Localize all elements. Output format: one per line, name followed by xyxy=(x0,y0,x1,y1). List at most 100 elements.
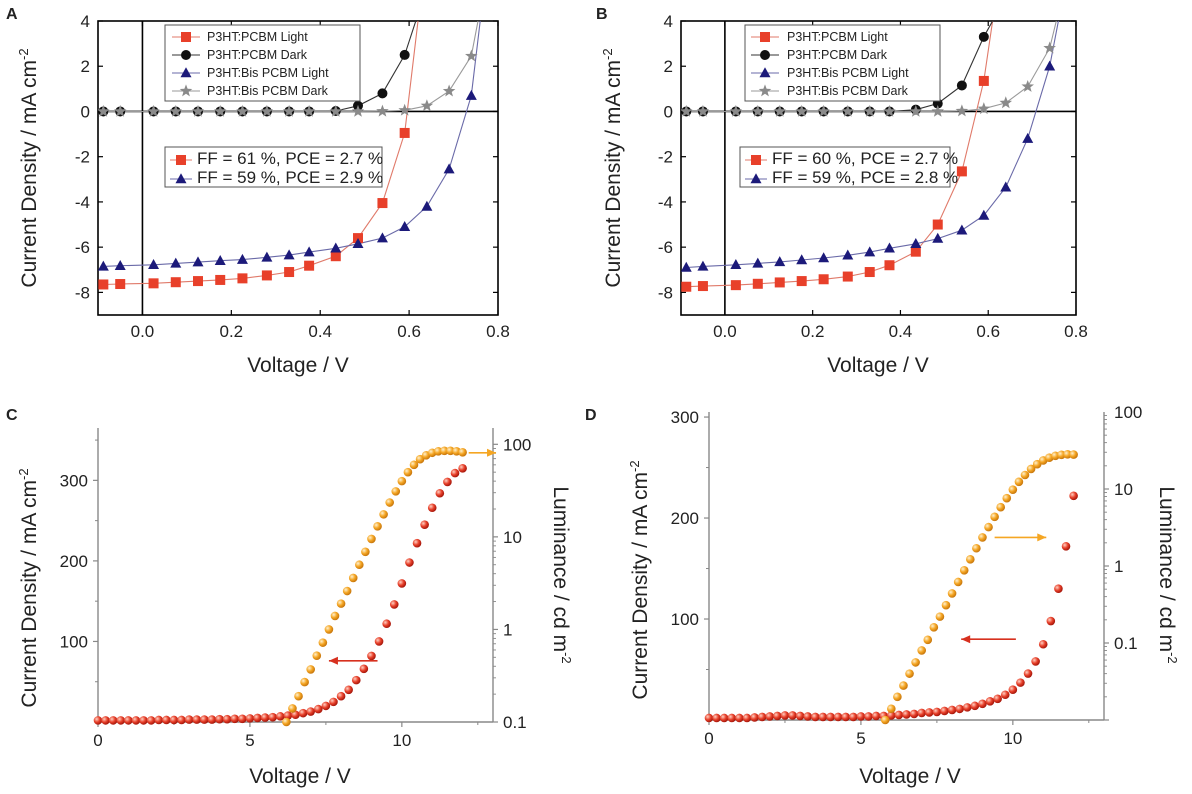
d-luminance-point xyxy=(887,704,896,714)
panel-a-y-label: Current Density / mA cm-2 xyxy=(16,48,41,287)
c-luminance-point xyxy=(403,467,413,477)
c-current-density-point xyxy=(177,715,186,725)
d-current-density-point xyxy=(712,713,721,723)
c-current-density-point xyxy=(154,715,164,725)
panel-d: D 0 5 10 100 200 300 0.1 1 10 100 Voltag… xyxy=(585,403,1180,788)
d-current-density-point xyxy=(818,712,828,722)
a-bispcbm-light-point xyxy=(214,254,226,265)
b-pcbm-light-point xyxy=(864,267,875,278)
b-ylabel-sup: -2 xyxy=(600,48,615,60)
a-bispcbm-light-point xyxy=(421,200,433,211)
c-current-density-point xyxy=(306,707,315,716)
d-current-density-point xyxy=(909,709,919,719)
d-luminance-point xyxy=(935,612,945,621)
b-bispcbm-dark-point xyxy=(1021,79,1034,92)
b-legend-entry: P3HT:Bis PCBM Light xyxy=(787,66,909,80)
b-bispcbm-light-line xyxy=(686,21,1059,269)
a-pcbm-light-point xyxy=(98,279,109,290)
a-xtick-label: 0.0 xyxy=(131,322,155,341)
a-bispcbm-light-point xyxy=(192,256,204,267)
c-current-density-point xyxy=(313,704,323,714)
b-xtick-label: 0.8 xyxy=(1064,322,1088,341)
panel-c-y-label: Current Density / mA cm-2 xyxy=(16,468,41,707)
d-y2label-sup: -2 xyxy=(1165,652,1180,664)
d-luminance-point xyxy=(911,658,920,667)
c-current-density-point xyxy=(146,716,156,725)
a-bispcbm-light-point xyxy=(399,221,411,232)
b-bispcbm-dark-point xyxy=(977,102,991,115)
c-current-density-point xyxy=(367,651,376,661)
c-current-density-point xyxy=(108,716,118,725)
a-ytick-label: 2 xyxy=(81,57,90,76)
panel-d-y-label: Current Density / mA cm-2 xyxy=(627,460,652,699)
c-luminance-point xyxy=(294,691,303,701)
b-bispcbm-dark-point xyxy=(999,96,1013,109)
a-bispcbm-dark-point xyxy=(398,103,411,116)
c-current-density-point xyxy=(405,558,414,567)
b-legend-marker xyxy=(760,50,770,60)
d-current-density-point xyxy=(1016,678,1025,687)
b-pcbm-light-point xyxy=(730,280,741,291)
b-legend-symbols xyxy=(751,32,779,97)
b-legend-box xyxy=(744,24,941,102)
d-current-density-point xyxy=(955,704,964,714)
a-ytick-label: 0 xyxy=(81,102,90,121)
a-annotation-box xyxy=(164,146,383,188)
b-bispcbm-dark-point xyxy=(931,104,945,117)
c-current-density-point xyxy=(200,715,209,724)
b-xtick-label: 0.0 xyxy=(713,322,737,341)
b-bispcbm-light-point xyxy=(864,246,876,257)
a-legend-marker xyxy=(181,32,191,42)
d-luminance-point xyxy=(893,692,902,702)
b-bispcbm-light-point xyxy=(730,259,742,270)
d-current-density-point xyxy=(962,703,972,712)
c-y2tick-label: 10 xyxy=(503,528,522,547)
d-luminance-point xyxy=(923,635,933,645)
panel-b-legend: P3HT:PCBM Light P3HT:PCBM Dark P3HT:Bis … xyxy=(744,24,941,102)
d-current-density-point xyxy=(970,701,980,711)
c-current-density-point xyxy=(131,716,141,725)
d-ytick-label: 200 xyxy=(671,509,699,528)
c-current-density-point xyxy=(321,701,331,711)
b-bispcbm-light-point xyxy=(910,238,922,249)
a-pcbm-light-point xyxy=(237,273,248,284)
b-bispcbm-dark-point xyxy=(883,104,896,117)
b-bispcbm-dark-point xyxy=(773,104,787,117)
d-xtick-label: 10 xyxy=(1003,729,1022,748)
d-xtick-label: 0 xyxy=(704,729,713,748)
d-current-density-point xyxy=(1054,584,1063,594)
panel-d-y2-label: Luminance / cd m-2 xyxy=(1155,486,1180,663)
c-current-density-point xyxy=(124,716,133,725)
c-luminance-point xyxy=(379,510,388,519)
d-current-density-point xyxy=(1023,669,1033,678)
c-current-density-point xyxy=(222,714,232,724)
d-ylabel-main: Current Density / mA cm xyxy=(629,472,652,700)
a-bispcbm-light-point xyxy=(303,246,315,257)
b-pcbm-light-point xyxy=(910,246,921,257)
panel-d-y-ticks: 100 200 300 xyxy=(671,408,699,629)
d-luminance-point xyxy=(1063,450,1072,459)
a-annotation-symbols xyxy=(170,155,192,184)
d-luminance-point xyxy=(941,600,951,610)
d-current-density-point xyxy=(917,708,926,718)
b-bispcbm-dark-point xyxy=(696,104,710,117)
a-ytick-label: 4 xyxy=(81,12,90,31)
c-y2label-sup: -2 xyxy=(559,652,574,664)
panel-c-x-label: Voltage / V xyxy=(249,765,351,788)
d-current-density-point xyxy=(735,713,744,723)
c-current-density-point xyxy=(162,715,171,725)
c-current-density-point xyxy=(336,691,346,701)
d-current-density-point xyxy=(750,713,759,722)
c-luminance-arrow-head xyxy=(487,448,497,457)
a-xtick-label: 0.4 xyxy=(308,322,332,341)
c-current-density-point xyxy=(230,714,240,724)
panel-d-x-label: Voltage / V xyxy=(859,765,961,788)
panel-d-x-ticks: 0 5 10 xyxy=(704,729,1022,748)
b-ylabel-main: Current Density / mA cm xyxy=(602,60,625,288)
b-bispcbm-dark-point xyxy=(817,104,830,117)
d-current-density-point xyxy=(765,712,775,721)
b-bispcbm-light-point xyxy=(842,249,854,260)
a-xtick-label: 0.8 xyxy=(486,322,510,341)
b-ytick-label: -6 xyxy=(658,238,673,257)
a-pcbm-light-point xyxy=(215,274,226,285)
